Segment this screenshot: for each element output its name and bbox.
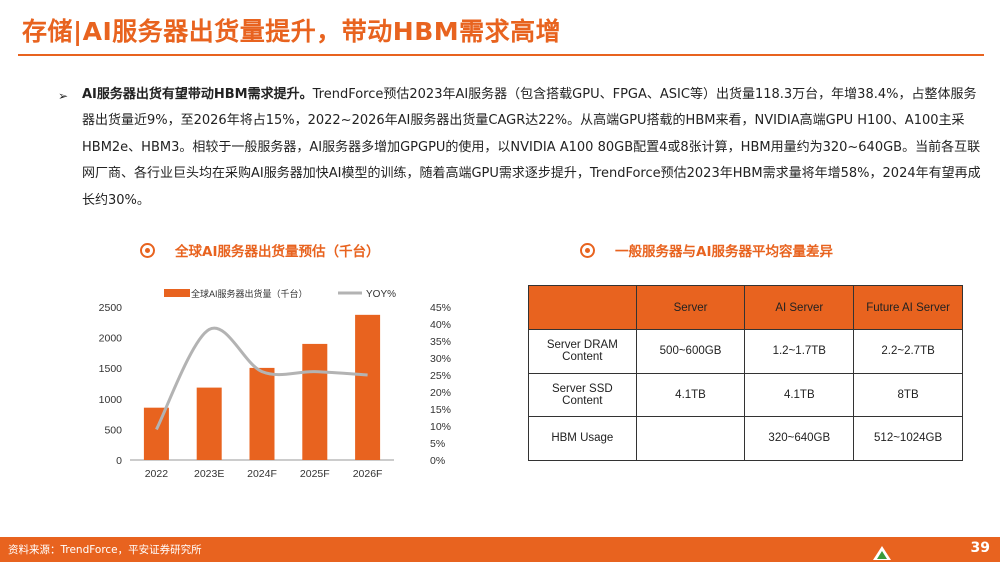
table-cell: Server DRAM Content [528,329,637,374]
title-divider [18,54,984,56]
right-section-title: 一般服务器与AI服务器平均容量差异 [580,240,833,260]
table-header-cell [528,285,637,330]
table-cell: Server SSD Content [528,372,637,417]
x-tick-label: 2023E [194,468,224,480]
table-row: HBM Usage 320~640GB 512~1024GB [528,416,963,461]
target-icon [140,243,155,258]
table-header-cell: AI Server [744,285,855,330]
target-icon [580,243,595,258]
bullet-paragraph: AI服务器出货有望带动HBM需求提升。TrendForce预估2023年AI服务… [82,82,982,214]
table-cell: HBM Usage [528,416,637,461]
bar [302,343,328,460]
table-cell [635,416,746,461]
y2-tick-label: 45% [430,302,451,314]
table-cell: 1.2~1.7TB [744,329,855,374]
page-number: 39 [970,540,990,556]
bar [196,387,222,460]
legend-line-label: YOY% [366,289,396,300]
table-row: Server DRAM Content 500~600GB 1.2~1.7TB … [528,329,963,374]
left-section-title: 全球AI服务器出货量预估（千台） [140,240,379,260]
footer-bar [0,537,1000,562]
yoy-line [155,326,368,431]
x-tick-label: 2026F [353,468,383,480]
y2-tick-label: 40% [430,319,451,331]
y2-tick-label: 25% [430,370,451,382]
legend-bar-swatch [164,289,190,297]
legend-bar-label: 全球AI服务器出货量（千台） [191,288,308,299]
logo-icon-inner [877,551,887,559]
x-tick-label: 2025F [300,468,330,480]
bar [249,367,275,460]
table-cell: 320~640GB [744,416,855,461]
y-tick-label: 1000 [99,394,123,406]
y2-tick-label: 30% [430,353,451,365]
table-cell: 500~600GB [635,329,746,374]
y-tick-label: 0 [116,455,122,467]
shipment-chart: 0 500 1000 1500 2000 2500 0% 5% 10% 15% 20% 25% 30% 3… [99,288,451,480]
x-tick-label: 2022 [145,468,169,480]
y-tick-label: 2000 [99,333,123,345]
y2-tick-label: 10% [430,421,451,433]
table-cell: 8TB [853,372,963,417]
table-cell: 2.2~2.7TB [853,329,963,374]
bar [143,407,169,460]
table-header-cell: Server [635,285,746,330]
y2-tick-label: 35% [430,336,451,348]
left-section-title-text: 全球AI服务器出货量预估（千台） [175,244,380,260]
table-row: Server SSD Content 4.1TB 4.1TB 8TB [528,372,963,417]
source-note: 资料来源：TrendForce，平安证券研究所 [8,544,202,556]
table-header-row: Server AI Server Future AI Server [528,285,963,330]
x-tick-label: 2024F [247,468,277,480]
right-section-title-text: 一般服务器与AI服务器平均容量差异 [615,244,833,260]
y2-tick-label: 15% [430,404,451,416]
table-cell: 4.1TB [635,372,746,417]
bullet-body: TrendForce预估2023年AI服务器（包含搭载GPU、FPGA、ASIC… [82,87,981,208]
y-tick-label: 500 [104,424,122,436]
bullet-arrow-icon: ➢ [58,89,69,103]
capacity-table: Server AI Server Future AI Server Server… [528,285,963,461]
bullet-lead: AI服务器出货有望带动HBM需求提升。 [82,87,313,102]
y2-tick-label: 20% [430,387,451,399]
y-tick-label: 1500 [99,363,123,375]
bar [355,314,381,460]
table-cell: 4.1TB [744,372,855,417]
y2-tick-label: 0% [430,455,445,467]
table-header-cell: Future AI Server [853,285,963,330]
y-tick-label: 2500 [99,302,123,314]
page-title: 存储|AI服务器出货量提升，带动HBM需求高增 [22,17,562,46]
y2-tick-label: 5% [430,438,445,450]
table-cell: 512~1024GB [853,416,963,461]
